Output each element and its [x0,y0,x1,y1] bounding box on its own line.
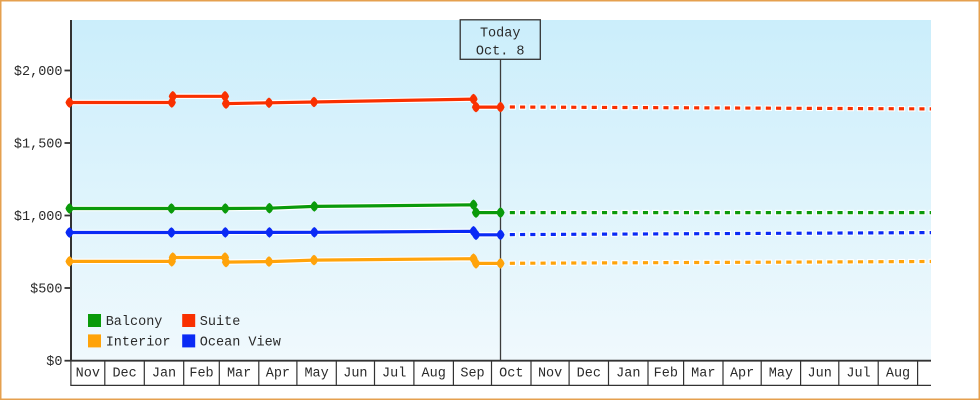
svg-text:Feb: Feb [189,367,213,382]
svg-text:Oct. 8: Oct. 8 [476,45,525,60]
svg-text:$0: $0 [46,355,62,370]
svg-text:Jun: Jun [808,367,832,382]
svg-text:Mar: Mar [227,367,251,382]
svg-text:Apr: Apr [266,367,290,382]
svg-text:May: May [304,367,328,382]
svg-text:Jul: Jul [846,367,870,382]
svg-text:Suite: Suite [200,315,241,330]
svg-text:Ocean View: Ocean View [200,335,281,350]
svg-text:Oct: Oct [499,367,523,382]
svg-text:Apr: Apr [730,367,754,382]
svg-text:Nov: Nov [76,367,100,382]
svg-text:$1,000: $1,000 [14,210,63,225]
svg-text:Balcony: Balcony [106,315,163,330]
svg-text:Dec: Dec [112,367,136,382]
svg-text:Dec: Dec [577,367,601,382]
svg-text:May: May [769,367,793,382]
svg-text:Sep: Sep [460,367,484,382]
svg-text:Jan: Jan [152,367,176,382]
svg-text:$2,000: $2,000 [14,65,63,80]
svg-text:Mar: Mar [691,367,715,382]
svg-text:Interior: Interior [106,335,171,350]
svg-text:Feb: Feb [654,367,678,382]
svg-text:Aug: Aug [422,367,446,382]
svg-text:$1,500: $1,500 [14,138,63,153]
svg-text:$500: $500 [30,283,62,298]
svg-text:Aug: Aug [886,367,910,382]
svg-text:Jan: Jan [616,367,640,382]
svg-text:Jun: Jun [343,367,367,382]
svg-text:Nov: Nov [538,367,562,382]
svg-text:Today: Today [480,26,521,41]
svg-text:Jul: Jul [382,367,406,382]
